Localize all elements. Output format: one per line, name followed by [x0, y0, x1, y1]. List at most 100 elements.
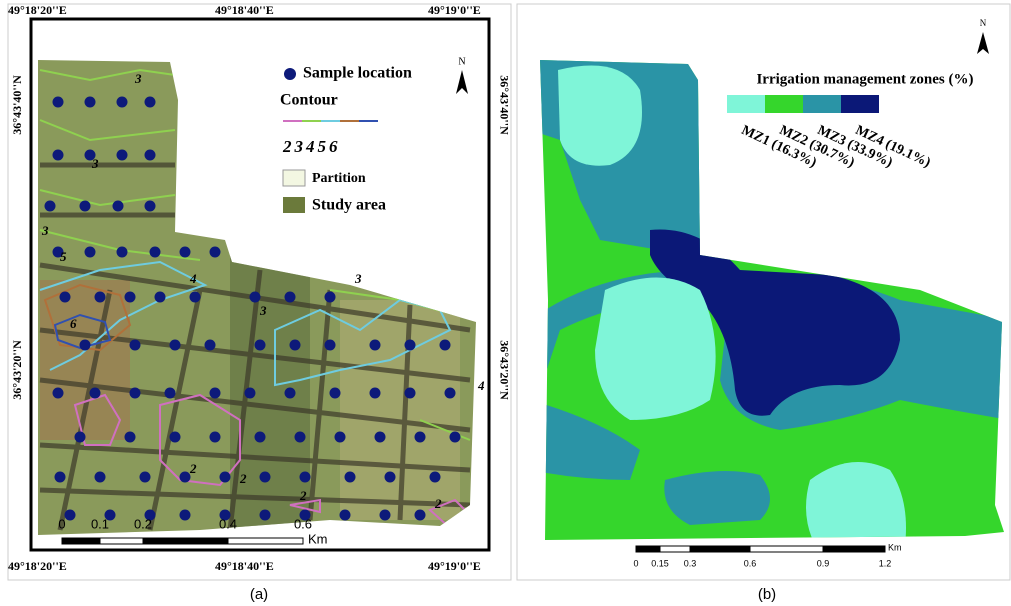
sample-point	[290, 340, 301, 351]
sample-point	[145, 201, 156, 212]
contour-label: 3	[134, 71, 142, 86]
legend-swatch	[283, 197, 305, 213]
contour-label: 3	[41, 223, 49, 238]
zone-swatch	[727, 95, 765, 113]
contour-label: 2	[239, 471, 247, 486]
scale-segment	[100, 538, 143, 544]
sample-point	[85, 247, 96, 258]
sample-point	[205, 340, 216, 351]
sample-point	[170, 432, 181, 443]
coordinate-label: 49°18'20''E	[8, 3, 67, 17]
scale-unit: Km	[888, 542, 902, 552]
legend-label: Contour	[280, 92, 338, 109]
legend-label: Study area	[312, 197, 386, 214]
sample-point	[210, 432, 221, 443]
sample-point	[125, 432, 136, 443]
scale-segment	[228, 538, 303, 544]
sample-point	[65, 510, 76, 521]
legend-label: Sample location	[303, 65, 412, 82]
sample-point	[250, 292, 261, 303]
zone-swatch	[765, 95, 803, 113]
sample-point	[335, 432, 346, 443]
contour-label: 2	[299, 488, 307, 503]
sample-point	[55, 472, 66, 483]
contour-label: 2	[189, 461, 197, 476]
sample-point	[340, 510, 351, 521]
scale-segment	[690, 546, 750, 552]
north-label: N	[458, 56, 465, 67]
sample-point	[300, 472, 311, 483]
sample-point	[165, 388, 176, 399]
sample-point	[405, 340, 416, 351]
scale-label: 0.2	[134, 516, 152, 531]
sample-point	[405, 388, 416, 399]
sample-point	[325, 292, 336, 303]
north-label: N	[980, 18, 987, 28]
zone-swatch	[841, 95, 879, 113]
sample-point	[380, 510, 391, 521]
scale-label: 0.6	[294, 516, 312, 531]
sample-point	[370, 388, 381, 399]
contour-label: 3	[259, 303, 267, 318]
coordinate-label: 49°18'20''E	[8, 559, 67, 573]
sample-point	[285, 388, 296, 399]
sample-point	[260, 472, 271, 483]
zone-mz1	[595, 278, 716, 421]
sample-point	[375, 432, 386, 443]
contour-label: 3	[91, 156, 99, 171]
legend-label: 23456	[282, 137, 341, 156]
scale-unit: Km	[308, 531, 328, 546]
scale-label: 0.4	[219, 516, 237, 531]
sample-point	[95, 472, 106, 483]
sample-point	[117, 150, 128, 161]
legend-title: Irrigation management zones (%)	[756, 71, 973, 87]
sample-point	[285, 292, 296, 303]
sample-point	[385, 472, 396, 483]
scale-segment	[660, 546, 690, 552]
sample-point	[117, 247, 128, 258]
sample-point	[180, 247, 191, 258]
sample-point	[155, 292, 166, 303]
contour-label: 4	[477, 378, 485, 393]
sample-point	[190, 292, 201, 303]
scale-segment	[636, 546, 660, 552]
contour-label: 2	[434, 496, 442, 511]
sample-point	[140, 472, 151, 483]
sample-point	[345, 472, 356, 483]
sample-point	[145, 150, 156, 161]
zone-swatch	[803, 95, 841, 113]
scale-label: 0.15	[651, 558, 669, 568]
sample-point	[53, 97, 64, 108]
coordinate-label: 49°19'0''E	[428, 3, 481, 17]
sample-point	[445, 388, 456, 399]
sample-point	[255, 340, 266, 351]
sample-point	[45, 201, 56, 212]
contour-label: 6	[70, 316, 77, 331]
scale-label: 0.9	[817, 558, 830, 568]
sample-point	[113, 201, 124, 212]
sample-point	[255, 432, 266, 443]
sample-point	[125, 292, 136, 303]
scale-segment	[143, 538, 228, 544]
sample-point	[220, 472, 231, 483]
coordinate-label: 36°43'20''N	[497, 340, 511, 400]
scale-segment	[62, 538, 100, 544]
sample-point	[430, 472, 441, 483]
sample-point	[210, 388, 221, 399]
sample-point	[130, 388, 141, 399]
scale-label: 0.1	[91, 516, 109, 531]
sample-point	[325, 340, 336, 351]
legend-swatch	[283, 170, 305, 186]
sample-point	[415, 432, 426, 443]
coordinate-label: 49°18'40''E	[215, 3, 274, 17]
contour-label: 4	[189, 271, 197, 286]
scale-segment	[823, 546, 885, 552]
scale-label: 1.2	[879, 558, 892, 568]
sample-point	[53, 388, 64, 399]
sample-point	[75, 432, 86, 443]
sample-point	[330, 388, 341, 399]
sample-point	[80, 201, 91, 212]
sample-point	[180, 472, 191, 483]
coordinate-label: 49°18'40''E	[215, 559, 274, 573]
coordinate-label: 49°19'0''E	[428, 559, 481, 573]
